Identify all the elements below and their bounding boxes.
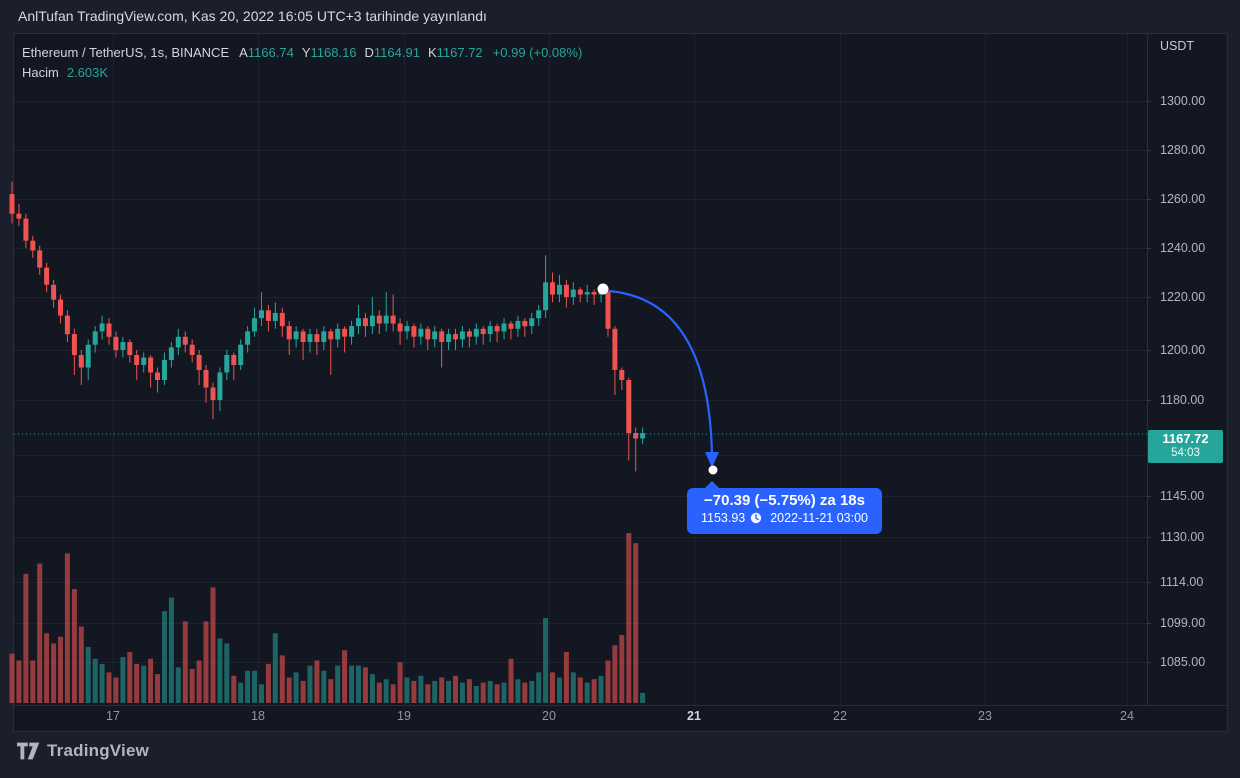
price-axis-tick <box>1147 537 1151 538</box>
change-value: +0.99 (+0.08%) <box>492 45 583 60</box>
legend-main-row: Ethereum / TetherUS, 1s, BINANCE A1166.7… <box>22 45 582 65</box>
ohlc-item-A: A1166.74 <box>239 45 294 60</box>
time-axis-label: 19 <box>397 709 411 723</box>
time-axis-label: 20 <box>542 709 556 723</box>
clock-icon <box>751 512 762 524</box>
price-axis-label: 1180.00 <box>1160 393 1205 407</box>
price-axis-label: 1220.00 <box>1160 290 1206 304</box>
price-axis-tick <box>1147 101 1151 102</box>
time-axis-label: 21 <box>687 709 701 723</box>
price-axis-label: 1130.00 <box>1160 530 1205 544</box>
price-axis-tick <box>1147 150 1151 151</box>
price-axis-tick <box>1147 400 1151 401</box>
price-axis-label: 1099.00 <box>1160 616 1206 630</box>
last-price-value: 1167.72 <box>1162 431 1209 446</box>
price-axis-tick <box>1147 496 1151 497</box>
arrow-end-marker <box>708 465 718 475</box>
price-axis-tick <box>1147 623 1151 624</box>
time-axis-label: 23 <box>978 709 992 723</box>
price-axis-tick <box>1147 350 1151 351</box>
ohlc-values: A1166.74 Y1168.16 D1164.91 K1167.72 <box>239 45 491 60</box>
price-axis-tick <box>1147 297 1151 298</box>
time-axis-label: 22 <box>833 709 847 723</box>
callout-datetime: 2022-11-21 03:00 <box>770 511 869 525</box>
tradingview-logo-icon <box>17 742 40 760</box>
time-axis-label: 18 <box>251 709 265 723</box>
price-axis-label: 1260.00 <box>1160 192 1206 206</box>
price-axis-tick <box>1147 199 1151 200</box>
price-axis-currency: USDT <box>1160 39 1195 53</box>
gridlines <box>14 34 1147 705</box>
price-axis-tick <box>1147 582 1151 583</box>
price-axis-label: 1280.00 <box>1160 143 1206 157</box>
volume-value: 2.603K <box>66 65 109 80</box>
chart-legend: Ethereum / TetherUS, 1s, BINANCE A1166.7… <box>22 45 582 85</box>
price-axis-separator <box>1147 34 1148 705</box>
last-price-label: 1167.72 54:03 <box>1148 430 1223 463</box>
price-axis-label: 1240.00 <box>1160 241 1206 255</box>
price-change-callout[interactable]: −70.39 (−5.75%) za 18s 1153.93 2022-11-2… <box>687 481 882 534</box>
price-axis-label: 1114.00 <box>1160 575 1204 589</box>
volume-label[interactable]: Hacim <box>22 65 59 80</box>
callout-detail-row: 1153.93 2022-11-21 03:00 <box>687 510 882 526</box>
ohlc-item-D: D1164.91 <box>364 45 420 60</box>
publish-title: AnlTufan TradingView.com, Kas 20, 2022 1… <box>18 8 487 24</box>
tradingview-logo-text: TradingView <box>47 741 150 760</box>
footer-bar: TradingView <box>0 732 1240 778</box>
price-axis-label: 1145.00 <box>1160 489 1205 503</box>
bar-countdown: 54:03 <box>1171 447 1200 459</box>
symbol-title[interactable]: Ethereum / TetherUS, 1s, BINANCE <box>22 45 230 60</box>
candlesticks <box>9 181 646 472</box>
legend-volume-row: Hacim 2.603K <box>22 65 582 85</box>
price-axis-tick <box>1147 248 1151 249</box>
tradingview-logo[interactable]: TradingView <box>17 741 149 761</box>
arrow-start-marker <box>597 283 609 295</box>
callout-change-text: −70.39 (−5.75%) za 18s <box>704 492 865 509</box>
price-axis-label: 1085.00 <box>1160 655 1206 669</box>
callout-price: 1153.93 <box>700 511 746 525</box>
price-axis-label: 1200.00 <box>1160 343 1206 357</box>
time-axis-separator <box>14 705 1228 706</box>
volume-bars <box>9 533 646 703</box>
time-axis-label: 24 <box>1120 709 1134 723</box>
ohlc-item-Y: Y1168.16 <box>301 45 357 60</box>
price-axis-label: 1300.00 <box>1160 94 1206 108</box>
price-axis-tick <box>1147 662 1151 663</box>
time-axis-label: 17 <box>106 709 120 723</box>
trend-arrow[interactable] <box>597 283 720 475</box>
ohlc-item-K: K1167.72 <box>427 45 483 60</box>
